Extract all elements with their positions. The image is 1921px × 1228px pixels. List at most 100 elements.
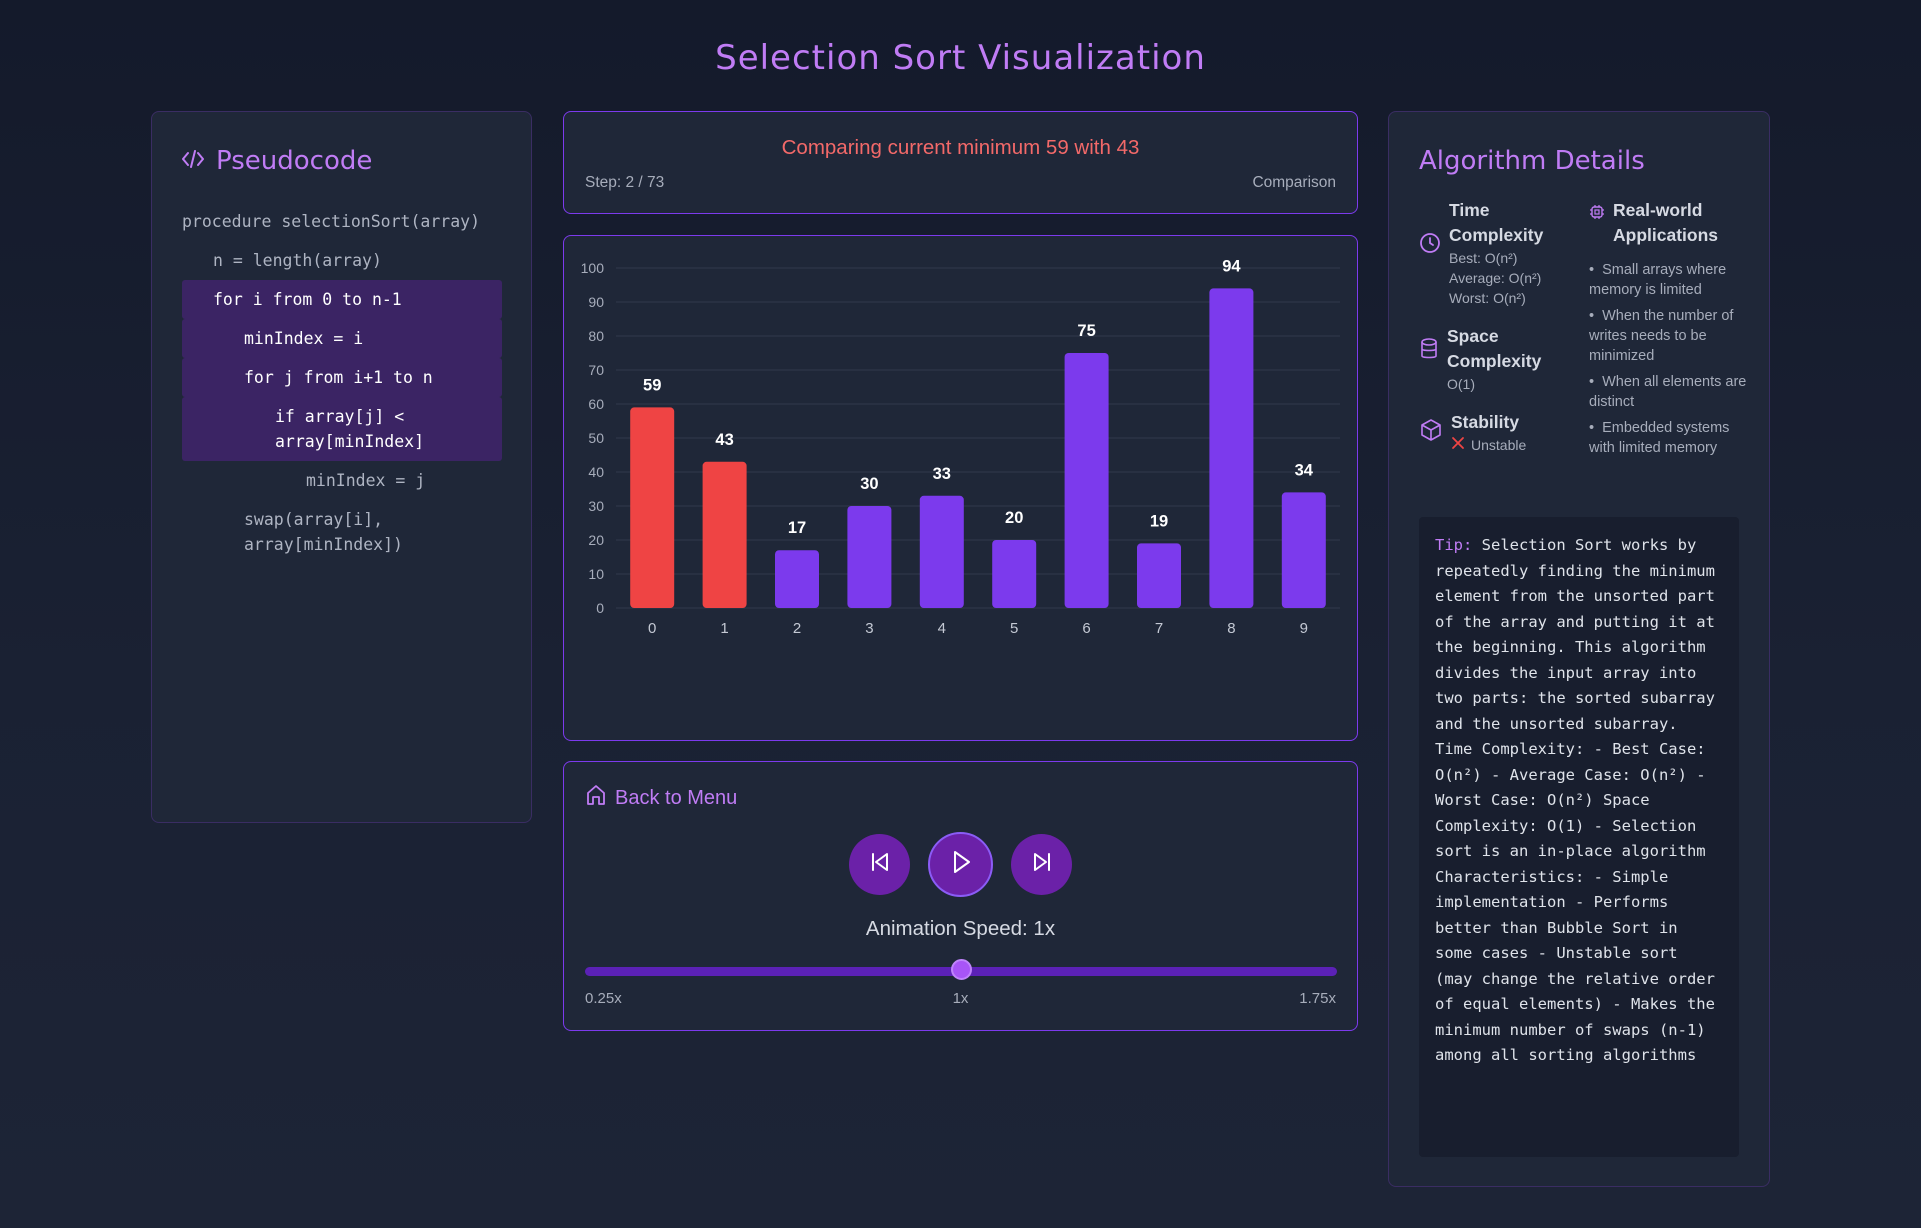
applications: Real-world Applications Small arrays whe… bbox=[1589, 198, 1754, 464]
pseudocode-line: minIndex = j bbox=[306, 471, 426, 490]
clock-icon bbox=[1419, 232, 1441, 308]
chip-icon bbox=[1589, 204, 1605, 248]
y-tick-label: 0 bbox=[596, 600, 604, 616]
stability-heading: Stability bbox=[1451, 412, 1520, 432]
y-tick-label: 30 bbox=[588, 498, 604, 514]
y-tick-label: 90 bbox=[588, 294, 604, 310]
status-message: Comparing current minimum 59 with 43 bbox=[781, 136, 1140, 159]
application-item: When all elements are distinct bbox=[1589, 372, 1754, 412]
x-tick-label: 9 bbox=[1300, 620, 1308, 637]
animation-speed-label: Animation Speed: 1x bbox=[865, 917, 1056, 940]
chart-panel: 0 10 20 30 40 50 60 70 80 90 100 59 0 43 1 17 2 30 3 33 4 20 5… bbox=[563, 235, 1358, 741]
pseudocode-line: n = length(array) bbox=[213, 251, 382, 270]
play-button[interactable] bbox=[928, 832, 993, 897]
pseudocode-line: if array[j] < array[minIndex] bbox=[182, 397, 502, 461]
step-type: Comparison bbox=[1252, 174, 1336, 191]
bar bbox=[992, 540, 1037, 608]
pseudocode-header: Pseudocode bbox=[182, 146, 372, 176]
x-tick-label: 6 bbox=[1082, 620, 1090, 637]
bar-value-label: 43 bbox=[715, 431, 733, 449]
speed-max-label: 1.75x bbox=[1299, 990, 1336, 1007]
play-icon bbox=[949, 849, 973, 880]
bar-value-label: 94 bbox=[1222, 257, 1241, 275]
bar-value-label: 17 bbox=[788, 519, 806, 537]
application-item: Embedded systems with limited memory bbox=[1589, 418, 1754, 458]
y-tick-label: 10 bbox=[588, 566, 604, 582]
application-item: Small arrays where memory is limited bbox=[1589, 260, 1754, 300]
tip-label: Tip: bbox=[1435, 536, 1473, 554]
pseudocode-line: for j from i+1 to n bbox=[182, 358, 502, 397]
pseudocode-line: for i from 0 to n-1 bbox=[182, 280, 502, 319]
bar-value-label: 33 bbox=[933, 465, 951, 483]
bar bbox=[702, 461, 747, 608]
cube-icon bbox=[1419, 418, 1443, 455]
bar-value-label: 20 bbox=[1005, 509, 1023, 527]
bar-value-label: 59 bbox=[643, 376, 661, 394]
pseudocode-panel: Pseudocode procedure selectionSort(array… bbox=[151, 111, 532, 823]
page-title: Selection Sort Visualization bbox=[715, 38, 1206, 78]
bar bbox=[775, 550, 819, 608]
y-tick-label: 100 bbox=[581, 260, 605, 276]
stability-value: Unstable bbox=[1471, 437, 1527, 453]
tip-text: Selection Sort works by repeatedly findi… bbox=[1435, 536, 1715, 1064]
status-panel: Comparing current minimum 59 with 43 Ste… bbox=[563, 111, 1358, 214]
pseudocode-line: swap(array[i], array[minIndex]) bbox=[244, 510, 403, 554]
back-to-menu-button[interactable]: Back to Menu bbox=[585, 784, 737, 812]
time-average: Average: O(n²) bbox=[1449, 270, 1542, 286]
time-best: Best: O(n²) bbox=[1449, 250, 1518, 266]
space-complexity: Space Complexity O(1) bbox=[1419, 324, 1584, 394]
skip-back-icon bbox=[868, 850, 892, 879]
time-worst: Worst: O(n²) bbox=[1449, 290, 1526, 306]
skip-forward-icon bbox=[1030, 850, 1054, 879]
x-tick-label: 5 bbox=[1010, 620, 1018, 637]
space-value: O(1) bbox=[1447, 376, 1475, 392]
x-tick-label: 7 bbox=[1155, 620, 1163, 637]
bar bbox=[919, 495, 964, 608]
database-icon bbox=[1419, 338, 1439, 394]
x-tick-label: 0 bbox=[648, 620, 656, 637]
x-tick-label: 4 bbox=[938, 620, 946, 637]
x-tick-label: 3 bbox=[865, 620, 873, 637]
bar-chart: 0102030405060708090100590431172303334205… bbox=[581, 257, 1340, 637]
bar bbox=[1281, 492, 1326, 608]
home-icon bbox=[585, 784, 607, 812]
bar bbox=[1064, 353, 1109, 608]
algorithm-details-panel: Algorithm Details Time Complexity Best: … bbox=[1388, 111, 1770, 1187]
x-tick-label: 2 bbox=[793, 620, 801, 637]
step-forward-button[interactable] bbox=[1011, 834, 1072, 895]
speed-slider-thumb[interactable] bbox=[950, 959, 972, 980]
step-counter: Step: 2 / 73 bbox=[585, 174, 665, 191]
applications-list: Small arrays where memory is limited When… bbox=[1589, 260, 1754, 458]
bar bbox=[847, 506, 892, 608]
x-tick-label: 8 bbox=[1227, 620, 1235, 637]
time-complexity-heading: Time Complexity bbox=[1449, 200, 1544, 245]
speed-min-label: 0.25x bbox=[585, 990, 622, 1007]
applications-heading: Real-world Applications bbox=[1613, 200, 1719, 245]
details-title: Algorithm Details bbox=[1419, 146, 1645, 176]
space-complexity-heading: Space Complexity bbox=[1447, 326, 1542, 371]
speed-mid-label: 1x bbox=[952, 990, 969, 1007]
x-tick-label: 1 bbox=[720, 620, 728, 637]
bar-value-label: 30 bbox=[860, 475, 878, 493]
bar-value-label: 75 bbox=[1077, 322, 1095, 340]
y-tick-label: 60 bbox=[588, 396, 604, 412]
bar bbox=[1209, 288, 1254, 608]
pseudocode-title: Pseudocode bbox=[216, 146, 373, 176]
step-back-button[interactable] bbox=[849, 834, 910, 895]
y-tick-label: 20 bbox=[588, 532, 604, 548]
pseudocode-line: minIndex = i bbox=[182, 319, 502, 358]
code-icon bbox=[182, 149, 204, 173]
close-icon bbox=[1451, 435, 1465, 455]
pseudocode-line: procedure selectionSort(array) bbox=[182, 212, 481, 231]
playback-controls bbox=[564, 832, 1357, 897]
y-tick-label: 80 bbox=[588, 328, 604, 344]
bar-value-label: 19 bbox=[1150, 512, 1168, 530]
controls-panel: Back to Menu Animation Speed: 1x 0.25x 1… bbox=[563, 761, 1358, 1031]
pseudocode-lines: procedure selectionSort(array) n = length… bbox=[182, 202, 502, 564]
application-item: When the number of writes needs to be mi… bbox=[1589, 306, 1754, 366]
stability: Stability Unstable bbox=[1419, 410, 1584, 455]
y-tick-label: 40 bbox=[588, 464, 604, 480]
tip-box: Tip: Selection Sort works by repeatedly … bbox=[1419, 517, 1739, 1157]
back-to-menu-label: Back to Menu bbox=[615, 786, 738, 809]
bar bbox=[630, 407, 675, 608]
